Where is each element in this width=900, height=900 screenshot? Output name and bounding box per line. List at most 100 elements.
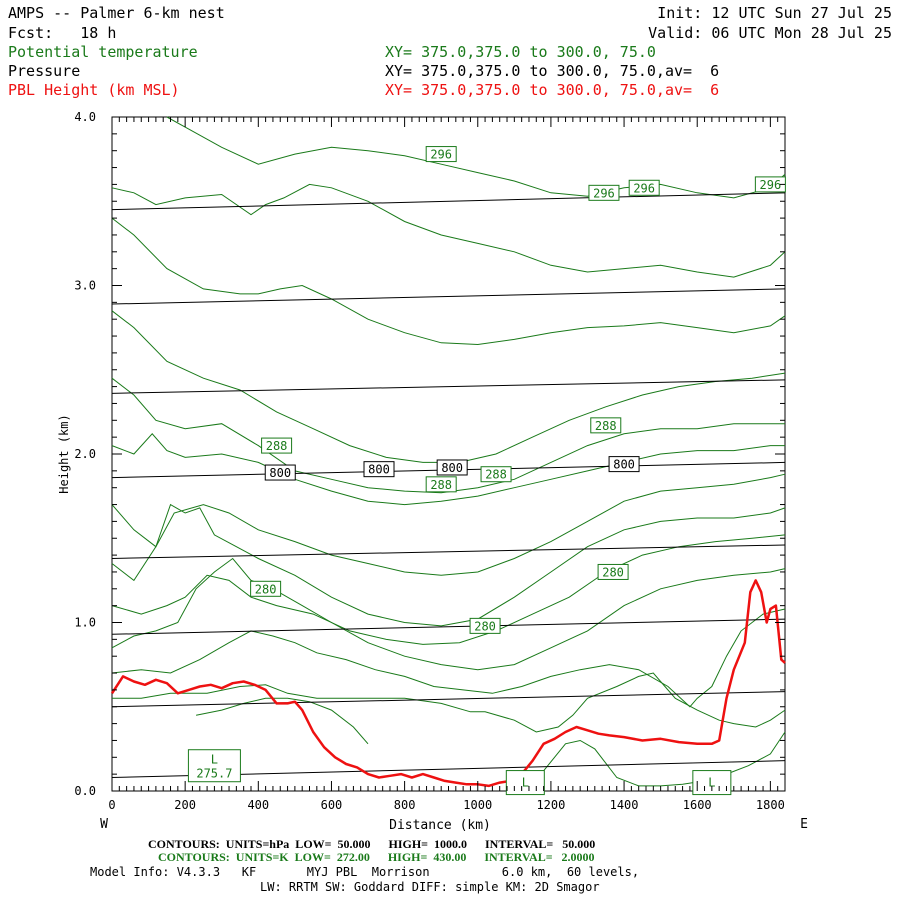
theta-label-7: 288 (480, 466, 512, 483)
theta-label-1-box (588, 184, 620, 201)
theta-label-5: 288 (590, 417, 622, 434)
pressure-contour-5 (111, 379, 786, 394)
x-axis-label: Distance (km) (389, 818, 491, 833)
low-marker-letter: L (522, 776, 529, 790)
pressure-label-2-box (436, 459, 468, 476)
low-marker-box (187, 749, 241, 783)
pressure-label-3: 800 (608, 456, 640, 473)
forecast-hour: Fcst: 18 h (8, 24, 117, 42)
theta-label-0-text: 296 (430, 148, 452, 162)
theta-contour-10 (111, 608, 786, 708)
theta-label-0-box (425, 146, 457, 163)
theta-label-8: 280 (250, 580, 282, 597)
field-theta-label: Potential temperature (8, 43, 198, 61)
x-tick-label: 0 (108, 798, 115, 812)
xy-theta: XY= 375.0,375.0 to 300.0, 75.0 (385, 43, 656, 61)
plot-frame (111, 116, 786, 792)
theta-contours (111, 116, 786, 789)
valid-time: Valid: 06 UTC Mon 28 Jul 25 (648, 24, 892, 42)
theta-label-2-text: 296 (633, 181, 655, 195)
pressure-label-2: 800 (436, 459, 468, 476)
pressure-label-0: 800 (264, 464, 296, 481)
theta-label-3-box (754, 176, 786, 193)
theta-label-9-box (597, 563, 629, 580)
init-time: Init: 12 UTC Sun 27 Jul 25 (657, 4, 892, 22)
y-tick-label: 2.0 (74, 447, 96, 461)
x-tick-label: 600 (321, 798, 343, 812)
theta-label-5-text: 288 (595, 419, 617, 433)
theta-label-9: 280 (597, 563, 629, 580)
low-marker-letter: L (211, 753, 218, 767)
x-tick-label: 1800 (756, 798, 785, 812)
theta-label-2: 296 (628, 179, 660, 196)
pressure-label-1-box (363, 461, 395, 478)
west-label: W (100, 817, 108, 832)
x-tick-label: 1200 (536, 798, 565, 812)
low-marker-1: L (505, 770, 545, 796)
y-tick-label: 1.0 (74, 616, 96, 630)
pressure-label-2-text: 800 (441, 461, 463, 475)
pressure-label-1: 800 (363, 461, 395, 478)
y-axis-label: Height (km) (57, 414, 71, 493)
theta-contour-12 (196, 697, 369, 745)
pressure-contour-6 (111, 288, 786, 305)
theta-label-10-text: 280 (474, 619, 496, 633)
pressure-label-0-box (264, 464, 296, 481)
y-tick-label: 3.0 (74, 279, 96, 293)
y-tick-label: 4.0 (74, 110, 96, 124)
low-marker-letter: L (708, 776, 715, 790)
x-tick-label: 1400 (610, 798, 639, 812)
theta-label-4-box (261, 437, 293, 454)
theta-label-5-box (590, 417, 622, 434)
theta-contour-13 (506, 731, 786, 789)
pressure-label-1-text: 800 (368, 463, 390, 477)
axis-ticks: 0 200 400 600 800 1000 1200 1400 1600 1800 0.0 1.0 2… (74, 110, 786, 812)
theta-contour-8 (111, 534, 786, 645)
theta-label-7-text: 288 (485, 468, 507, 482)
pressure-label-3-box (608, 456, 640, 473)
theta-label-1-text: 296 (593, 186, 615, 200)
pressure-label-3-text: 800 (613, 458, 635, 472)
theta-label-2-box (628, 179, 660, 196)
theta-label-6-text: 288 (430, 478, 452, 492)
theta-label-0: 296 (425, 146, 457, 163)
x-tick-label: 200 (174, 798, 196, 812)
x-tick-label: 800 (394, 798, 416, 812)
theta-contour-11 (112, 672, 786, 733)
footer-pressure-contours: CONTOURS: UNITS=hPa LOW= 50.000 HIGH= 10… (148, 837, 596, 851)
xy-pressure: XY= 375.0,375.0 to 300.0, 75.0,av= 6 (385, 62, 720, 80)
field-pressure-label: Pressure (8, 62, 81, 80)
y-tick-label: 0.0 (74, 784, 96, 798)
contour-labels: 296 296 296 296 288 288 288 288 280 280 280 800 800 8… (187, 146, 786, 796)
x-tick-label: 1000 (463, 798, 492, 812)
theta-label-9-text: 280 (602, 565, 624, 579)
theta-label-3: 296 (754, 176, 786, 193)
theta-label-3-text: 296 (760, 178, 782, 192)
pressure-contour-2 (111, 618, 786, 635)
theta-contour-7 (111, 503, 786, 627)
theta-label-10-box (469, 617, 501, 634)
theta-contour-1 (111, 183, 786, 278)
theta-contour-2 (111, 217, 786, 346)
theta-contour-6 (111, 473, 786, 576)
theta-label-6: 288 (425, 476, 457, 493)
theta-contour-0 (166, 116, 786, 199)
pressure-contour-7 (111, 192, 786, 211)
theta-label-8-text: 280 (255, 582, 277, 596)
pressure-contour-1 (111, 691, 786, 708)
theta-label-8-box (250, 580, 282, 597)
pbl-height-line (110, 579, 786, 788)
pressure-contours (111, 192, 786, 779)
theta-contour-4 (111, 377, 785, 494)
low-marker-box (505, 770, 545, 796)
pressure-contour-3 (111, 544, 786, 559)
theta-contour-9 (111, 557, 786, 671)
pbl-height-series (110, 579, 786, 788)
theta-label-10: 280 (469, 617, 501, 634)
low-marker-value: 275.7 (196, 767, 232, 781)
footer-theta-contours: CONTOURS: UNITS=K LOW= 272.00 HIGH= 430.… (158, 850, 595, 864)
xy-pbl: XY= 375.0,375.0 to 300.0, 75.0,av= 6 (385, 81, 720, 99)
theta-contour-5 (111, 433, 785, 506)
